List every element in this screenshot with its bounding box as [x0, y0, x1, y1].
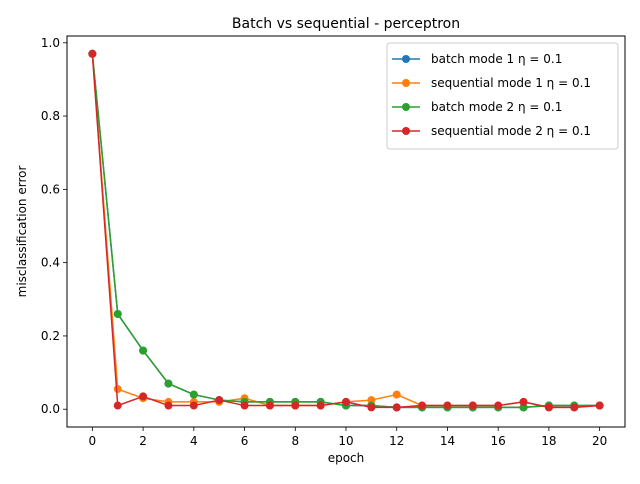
x-tick-label: 10: [338, 434, 353, 448]
legend-label: batch mode 2 η = 0.1: [431, 100, 562, 114]
data-point: [88, 49, 97, 58]
y-tick-label: 0.4: [41, 256, 60, 270]
x-tick-label: 2: [139, 434, 147, 448]
y-axis-label: misclassification error: [15, 166, 29, 298]
data-point: [240, 401, 249, 410]
legend-label: sequential mode 1 η = 0.1: [431, 76, 591, 90]
data-point: [139, 392, 148, 401]
x-tick-label: 14: [440, 434, 455, 448]
data-point: [139, 346, 148, 355]
data-point: [544, 403, 553, 412]
data-point: [316, 401, 325, 410]
x-tick-label: 20: [592, 434, 607, 448]
data-point: [494, 401, 503, 410]
data-point: [113, 401, 122, 410]
y-tick-label: 0.8: [41, 109, 60, 123]
data-point: [291, 401, 300, 410]
data-point: [392, 403, 401, 412]
data-point: [418, 401, 427, 410]
data-point: [519, 403, 528, 412]
legend-marker: [402, 55, 410, 63]
y-tick-label: 0.2: [41, 329, 60, 343]
data-point: [215, 396, 224, 405]
data-point: [367, 403, 376, 412]
legend-entry: batch mode 1 η = 0.1: [392, 52, 562, 66]
legend-label: sequential mode 2 η = 0.1: [431, 124, 591, 138]
x-axis-ticks: 0 2 4 6 8 10 12 14 16 18 20: [89, 427, 607, 448]
data-point: [189, 390, 198, 399]
x-tick-label: 6: [241, 434, 249, 448]
x-tick-label: 18: [541, 434, 556, 448]
data-point: [342, 397, 350, 406]
data-point: [113, 309, 122, 318]
data-point: [189, 401, 198, 410]
data-point: [113, 385, 122, 394]
legend-label: batch mode 1 η = 0.1: [431, 52, 562, 66]
legend-entry: sequential mode 2 η = 0.1: [392, 124, 591, 138]
data-point: [519, 397, 528, 406]
legend-marker: [402, 79, 410, 87]
x-tick-label: 12: [389, 434, 404, 448]
legend-entry: batch mode 2 η = 0.1: [392, 100, 562, 114]
plot-area: [88, 49, 604, 412]
chart-title: Batch vs sequential - perceptron: [232, 16, 460, 32]
legend-box: [386, 42, 619, 150]
x-tick-label: 0: [89, 434, 97, 448]
series-4: [88, 49, 604, 412]
x-tick-label: 4: [190, 434, 198, 448]
data-point: [164, 379, 173, 388]
x-axis-label: epoch: [328, 451, 365, 465]
data-point: [468, 401, 477, 410]
data-point: [265, 401, 274, 410]
x-tick-label: 8: [291, 434, 299, 448]
data-point: [570, 403, 579, 412]
data-point: [367, 396, 376, 405]
legend-marker: [402, 103, 410, 111]
legend: batch mode 1 η = 0.1 sequential mode 1 η …: [386, 42, 619, 150]
data-point: [443, 401, 452, 410]
y-tick-label: 0.0: [41, 402, 60, 416]
data-point: [392, 390, 401, 399]
x-tick-label: 16: [491, 434, 506, 448]
y-tick-label: 1.0: [41, 36, 60, 50]
data-point: [595, 401, 604, 410]
legend-entry: sequential mode 1 η = 0.1: [392, 76, 591, 90]
y-axis-ticks: 0.0 0.2 0.4 0.6 0.8 1.0: [41, 36, 67, 416]
legend-marker: [402, 127, 410, 135]
data-point: [164, 401, 173, 410]
y-tick-label: 0.6: [41, 182, 60, 196]
